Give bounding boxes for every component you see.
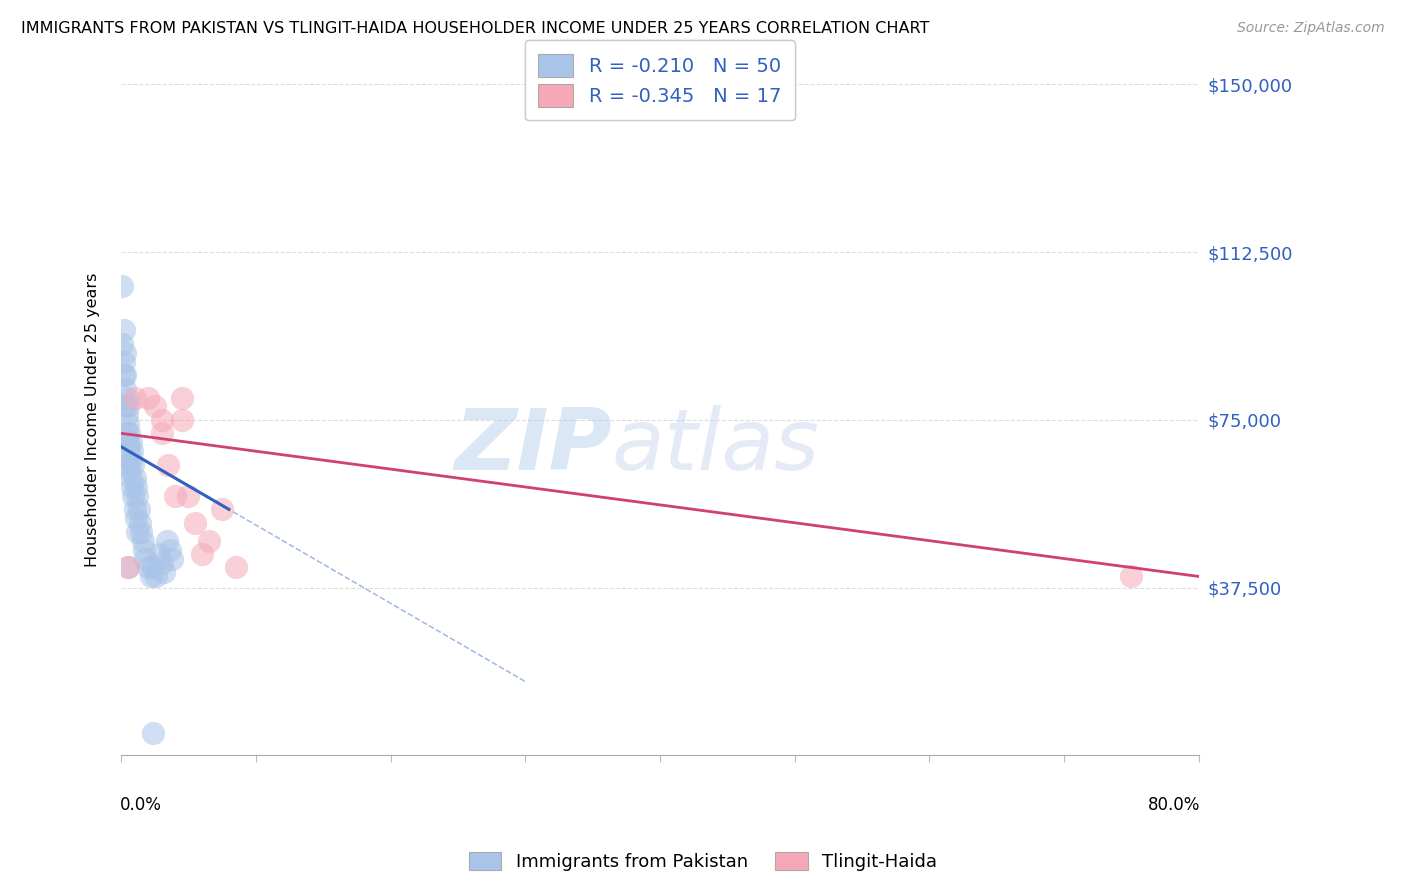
Point [121, 480, 143, 494]
Point [124, 391, 146, 405]
Text: 80.0%: 80.0% [1147, 796, 1199, 814]
Point [124, 471, 146, 485]
Text: IMMIGRANTS FROM PAKISTAN VS TLINGIT-HAIDA HOUSEHOLDER INCOME UNDER 25 YEARS CORR: IMMIGRANTS FROM PAKISTAN VS TLINGIT-HAID… [21, 21, 929, 36]
Point [121, 444, 143, 458]
Point [132, 542, 155, 557]
Point [170, 413, 193, 427]
Point [114, 400, 136, 414]
Point [115, 426, 138, 441]
Point [136, 391, 159, 405]
Point [184, 516, 207, 530]
Point [150, 413, 173, 427]
Point [117, 560, 139, 574]
Point [117, 435, 139, 450]
Point [112, 323, 135, 337]
Point [157, 458, 180, 472]
Point [114, 346, 136, 360]
Point [112, 355, 135, 369]
Point [131, 524, 153, 539]
Point [163, 489, 186, 503]
Point [139, 569, 162, 583]
Point [124, 502, 146, 516]
Point [127, 524, 149, 539]
Y-axis label: Householder Income Under 25 years: Householder Income Under 25 years [86, 273, 100, 567]
Point [153, 565, 176, 579]
Point [115, 409, 138, 423]
Point [114, 368, 136, 383]
Point [170, 391, 193, 405]
Point [114, 382, 136, 396]
Point [150, 556, 173, 570]
Point [177, 489, 200, 503]
Point [118, 426, 141, 441]
Point [122, 458, 145, 472]
Point [143, 400, 166, 414]
Point [120, 471, 142, 485]
Point [112, 368, 135, 383]
Point [115, 391, 138, 405]
Point [150, 426, 173, 441]
Point [142, 560, 165, 574]
Legend: Immigrants from Pakistan, Tlingit-Haida: Immigrants from Pakistan, Tlingit-Haida [461, 845, 945, 879]
Point [125, 511, 148, 525]
Point [136, 560, 159, 574]
Point [197, 533, 219, 548]
Point [134, 551, 156, 566]
Point [118, 444, 141, 458]
Point [1121, 569, 1143, 583]
Point [125, 480, 148, 494]
Point [142, 726, 165, 740]
Point [122, 489, 145, 503]
Point [225, 560, 247, 574]
Point [111, 278, 134, 293]
Text: ZIP: ZIP [454, 405, 612, 488]
Point [128, 502, 150, 516]
Point [118, 462, 141, 476]
Point [131, 533, 153, 548]
Point [117, 560, 139, 574]
Point [129, 516, 152, 530]
Point [211, 502, 233, 516]
Text: Source: ZipAtlas.com: Source: ZipAtlas.com [1237, 21, 1385, 35]
Point [120, 453, 142, 467]
Point [111, 336, 134, 351]
Text: atlas: atlas [612, 405, 820, 488]
Point [191, 547, 214, 561]
Point [156, 533, 179, 548]
Point [117, 417, 139, 432]
Point [159, 542, 181, 557]
Point [145, 569, 167, 583]
Point [117, 400, 139, 414]
Legend: R = -0.210   N = 50, R = -0.345   N = 17: R = -0.210 N = 50, R = -0.345 N = 17 [524, 40, 794, 120]
Point [162, 551, 184, 566]
Text: 0.0%: 0.0% [120, 796, 162, 814]
Point [148, 547, 170, 561]
Point [127, 489, 149, 503]
Point [120, 435, 142, 450]
Point [117, 458, 139, 472]
